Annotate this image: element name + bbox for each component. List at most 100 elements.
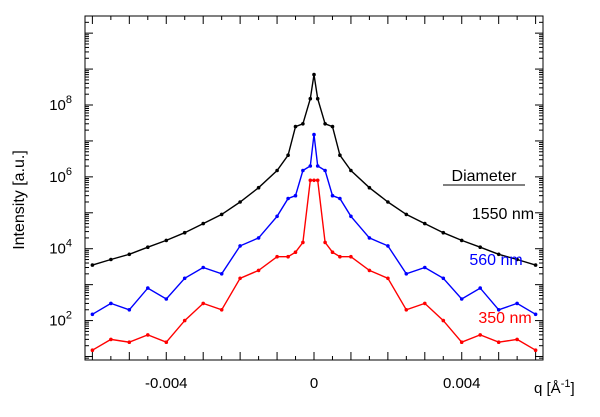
data-point <box>312 132 316 137</box>
data-point <box>330 193 335 198</box>
data-point <box>275 254 279 259</box>
plot-frame <box>84 15 544 361</box>
data-point <box>478 286 483 290</box>
data-point <box>478 333 483 337</box>
legend-entry: 350 nm <box>478 310 531 327</box>
data-point <box>315 164 320 168</box>
data-point <box>127 308 132 312</box>
data-point <box>404 212 409 217</box>
data-point <box>201 221 205 226</box>
data-point <box>219 212 224 217</box>
y-tick-label: 102 <box>49 310 72 330</box>
data-point <box>386 276 390 281</box>
data-point <box>338 196 342 201</box>
data-point <box>323 122 327 126</box>
data-point <box>275 168 279 173</box>
data-point <box>238 244 242 248</box>
data-point <box>404 308 409 312</box>
data-point <box>238 200 242 204</box>
y-tick-label: 104 <box>49 238 72 258</box>
data-point <box>201 301 205 306</box>
data-point <box>441 276 446 281</box>
data-point <box>238 276 242 281</box>
data-point <box>256 185 261 190</box>
legend: Diameter 1550 nm 560 nm 350 nm <box>443 168 534 327</box>
y-axis-label: Intensity [a.u.] <box>11 150 28 250</box>
data-point <box>515 301 519 306</box>
data-point <box>146 286 150 290</box>
data-point <box>459 297 464 301</box>
data-point <box>533 312 538 317</box>
data-point <box>256 236 261 240</box>
data-point <box>459 340 464 345</box>
data-point <box>404 272 409 276</box>
y-tick-label: 108 <box>49 94 72 114</box>
plot-border <box>84 15 544 361</box>
data-point <box>441 318 446 323</box>
series-layer <box>90 72 538 353</box>
data-point <box>293 124 298 129</box>
data-point <box>338 254 342 259</box>
series-350-nm <box>90 178 538 353</box>
data-point <box>496 340 501 345</box>
data-point <box>182 276 187 281</box>
data-point <box>127 340 132 345</box>
data-point <box>423 265 427 270</box>
data-point <box>286 153 290 157</box>
x-tick-label: 0.004 <box>443 375 481 392</box>
data-point <box>496 252 501 257</box>
data-point <box>349 254 353 259</box>
data-point <box>127 252 132 257</box>
data-point <box>308 178 313 183</box>
legend-entry: 560 nm <box>469 252 522 269</box>
data-point <box>323 168 327 173</box>
data-point <box>533 263 538 267</box>
data-point <box>330 124 335 129</box>
x-tick-label: 0 <box>310 375 318 392</box>
data-point <box>312 72 316 77</box>
data-point <box>201 265 205 270</box>
data-point <box>182 318 187 323</box>
data-point <box>533 348 538 353</box>
data-point <box>386 200 390 204</box>
series-560-nm <box>90 132 538 317</box>
data-point <box>90 263 95 267</box>
data-point <box>367 185 372 190</box>
data-point <box>349 214 353 219</box>
data-point <box>441 230 446 235</box>
data-point <box>323 240 327 245</box>
data-point <box>301 240 305 245</box>
y-tick-label: 106 <box>49 166 72 186</box>
data-point <box>315 96 320 101</box>
data-point <box>308 96 313 101</box>
data-point <box>338 153 342 157</box>
data-point <box>386 244 390 248</box>
data-point <box>146 333 150 337</box>
data-point <box>164 297 169 301</box>
data-point <box>286 254 290 259</box>
x-tick-label: -0.004 <box>145 375 188 392</box>
axis-ticks <box>85 15 543 361</box>
data-point <box>308 164 313 168</box>
data-point <box>459 238 464 243</box>
legend-entry: 1550 nm <box>472 206 534 223</box>
legend-title: Diameter <box>452 168 518 185</box>
data-point <box>275 214 279 219</box>
data-point <box>164 238 169 243</box>
data-point <box>349 168 353 173</box>
data-point <box>293 250 298 254</box>
data-point <box>478 245 483 249</box>
data-point <box>315 178 320 183</box>
data-point <box>90 348 95 353</box>
data-point <box>256 268 261 273</box>
x-axis-label: q [Å-1] <box>534 378 575 397</box>
data-point <box>109 337 113 342</box>
data-point <box>423 301 427 306</box>
data-point <box>293 193 298 198</box>
data-point <box>330 250 335 254</box>
data-point <box>182 230 187 235</box>
data-point <box>312 178 316 183</box>
x-tick-labels: -0.004 0 0.004 <box>145 375 481 392</box>
data-point <box>286 196 290 201</box>
